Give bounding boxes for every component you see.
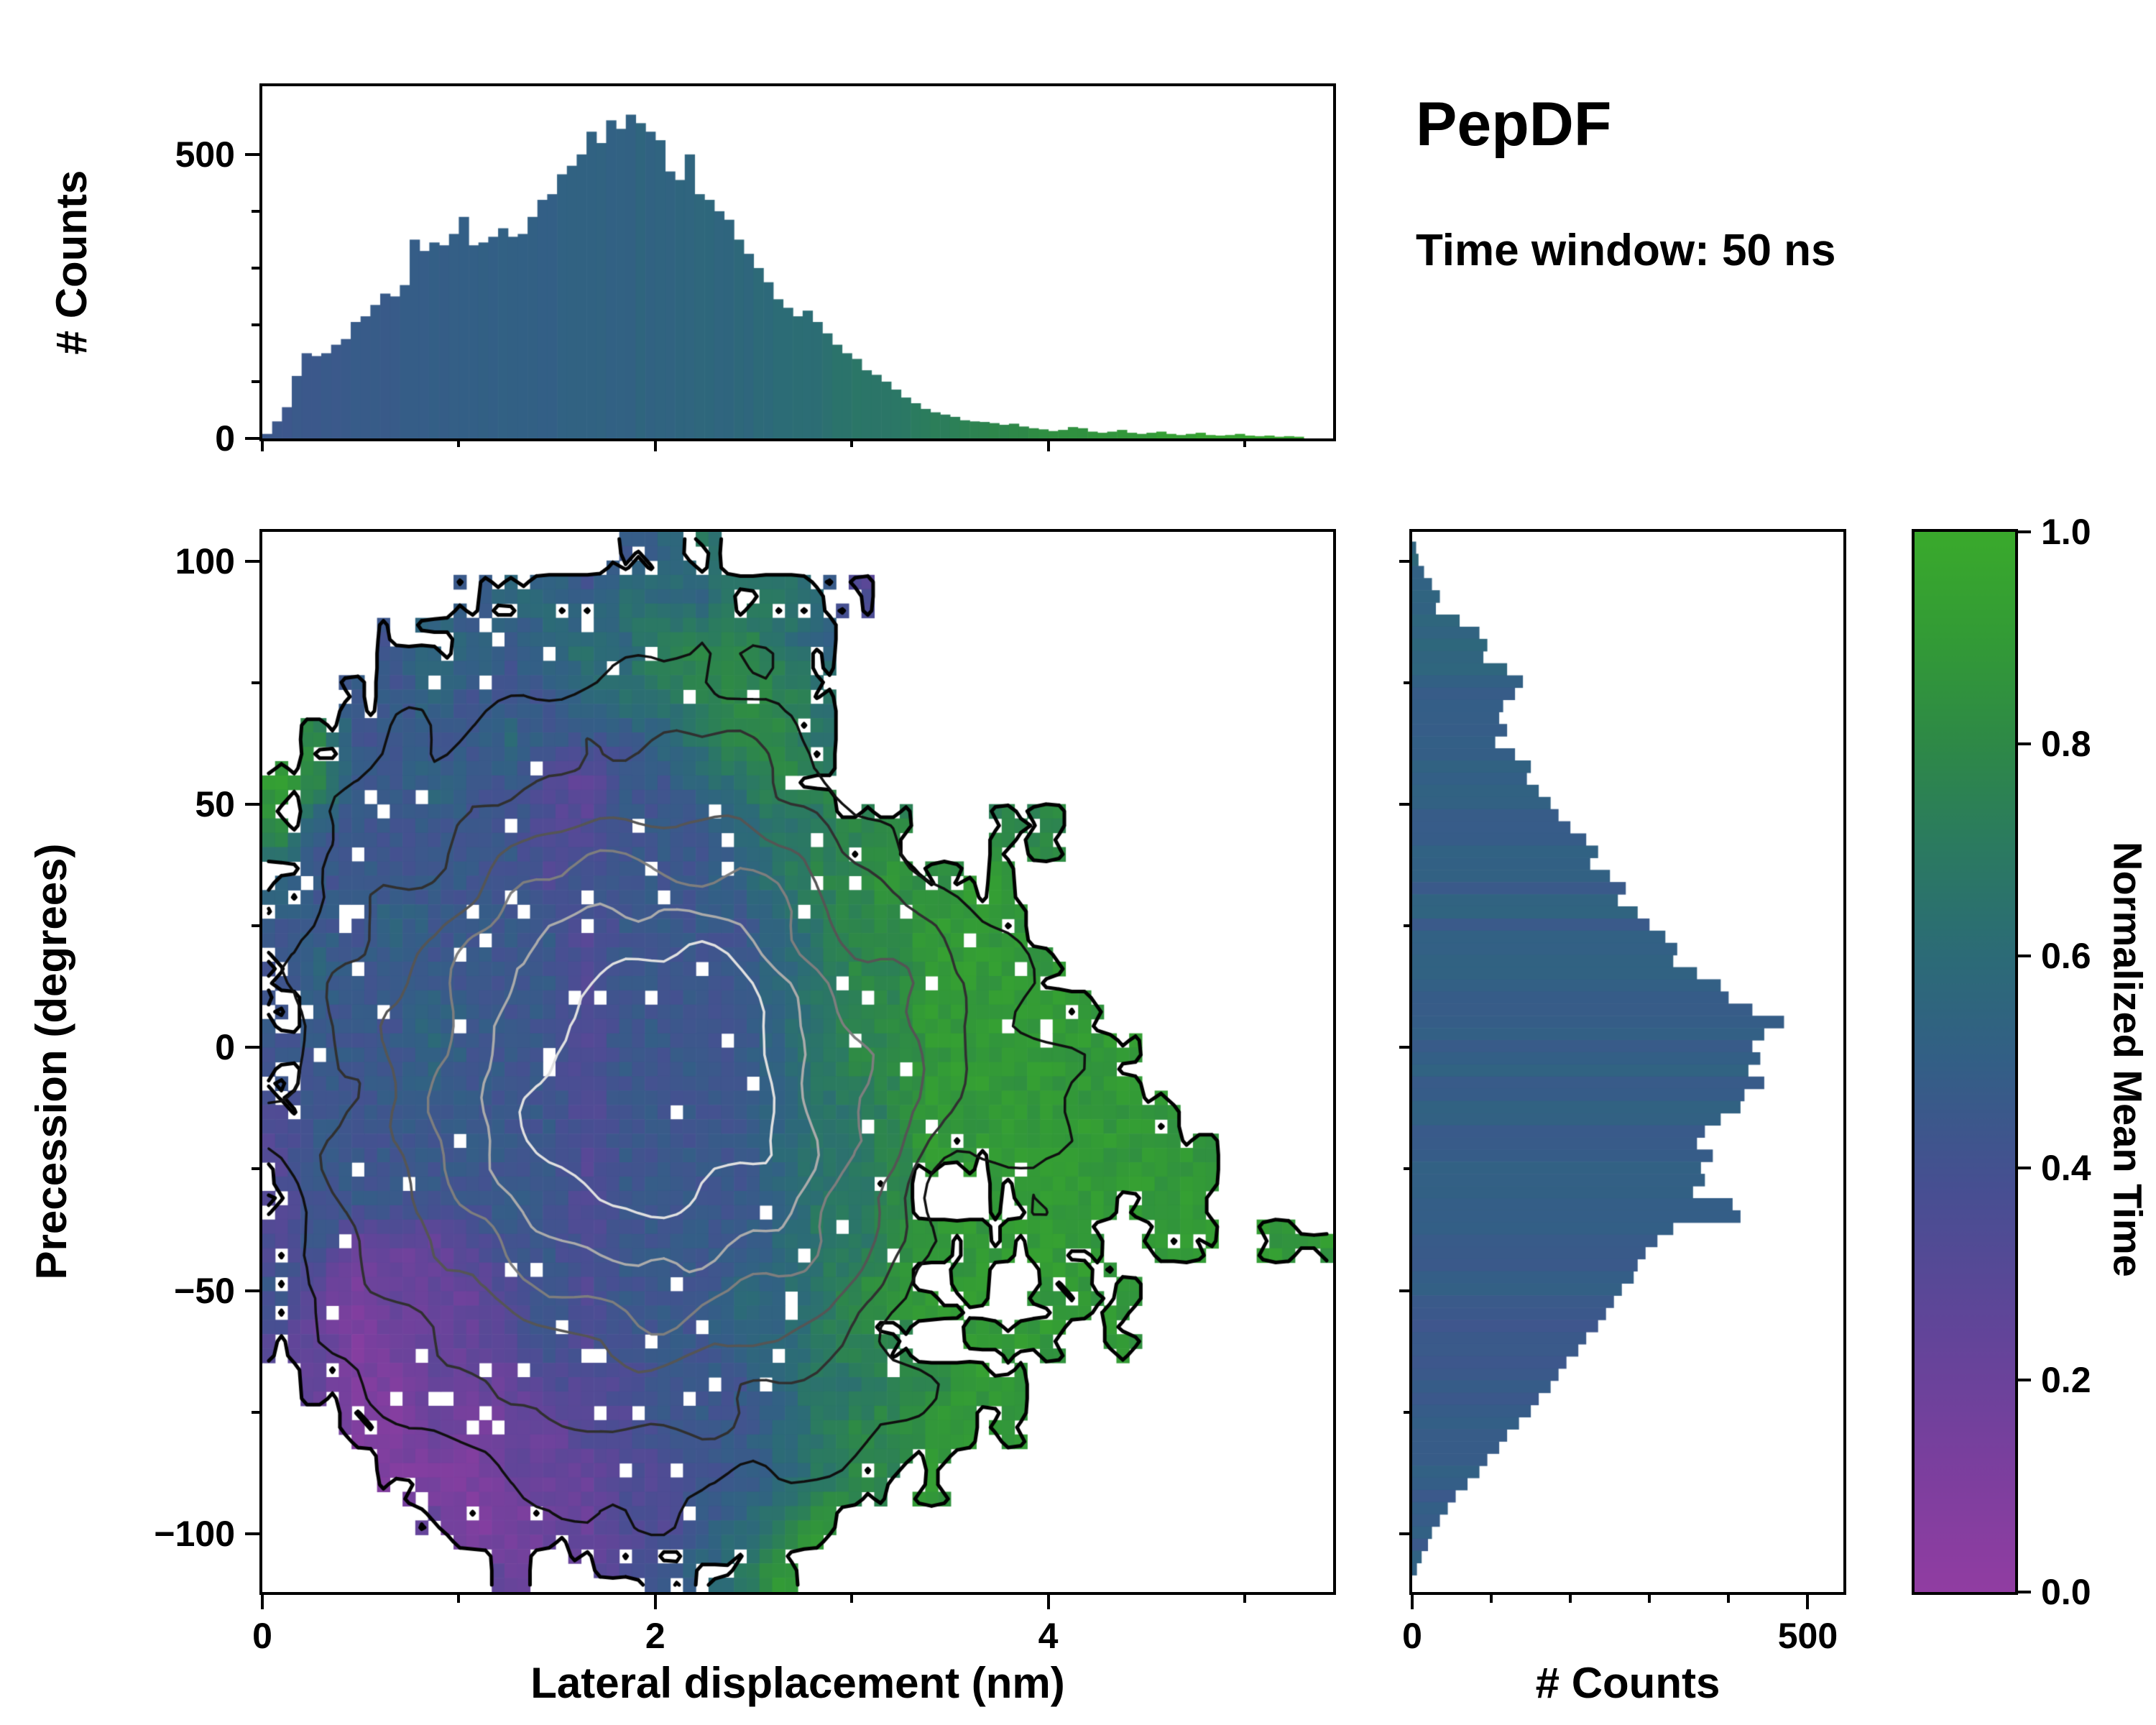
top-x-major-tick	[1046, 441, 1050, 451]
main-y-minor-tick	[252, 1410, 259, 1414]
main-y-minor-tick	[252, 924, 259, 928]
right-y-major-tick	[1399, 802, 1409, 806]
colorbar-tick	[2018, 1379, 2031, 1381]
main-y-tick-label: 50	[195, 783, 235, 824]
main-y-tick-label: −50	[174, 1270, 235, 1311]
right-y-minor-tick	[1404, 1410, 1409, 1414]
colorbar-tick-label: 0.8	[2041, 724, 2091, 764]
colorbar-label: Normalized Mean Time	[2105, 841, 2151, 1277]
colorbar-tick-label: 0.4	[2041, 1148, 2091, 1188]
right-y-major-tick	[1399, 559, 1409, 563]
top-y-minor-tick	[252, 209, 259, 213]
top-y-minor-tick	[252, 266, 259, 270]
top-y-tick-label: 0	[215, 418, 235, 459]
main-y-major-tick	[245, 1532, 259, 1535]
right-y-minor-tick	[1404, 924, 1409, 928]
main-y-major-tick	[245, 802, 259, 806]
main-y-major-tick	[245, 1046, 259, 1049]
right-x-tick-label: 0	[1402, 1616, 1422, 1656]
colorbar-tick	[2018, 530, 2031, 533]
main-x-tick-label: 4	[1038, 1616, 1059, 1656]
top-x-major-tick	[653, 441, 657, 451]
right-x-minor-tick	[1490, 1595, 1493, 1603]
main-y-major-tick	[245, 1289, 259, 1292]
colorbar-tick	[2018, 1591, 2031, 1593]
right-y-major-tick	[1399, 1289, 1409, 1292]
right-x-minor-tick	[1648, 1595, 1651, 1603]
figure-subtitle: Time window: 50 ns	[1416, 226, 1836, 275]
colorbar-tick-label: 0.6	[2041, 936, 2091, 976]
colorbar-tick	[2018, 742, 2031, 745]
right-marginal-histogram-plot	[1409, 529, 1846, 1595]
main-y-tick-label: 0	[215, 1027, 235, 1068]
figure-title: PepDF	[1416, 90, 1612, 159]
top-y-axis-label: # Counts	[47, 170, 96, 355]
right-x-major-tick	[1411, 1595, 1414, 1609]
colorbar-canvas	[1915, 532, 2015, 1592]
main-x-minor-tick	[1243, 1595, 1246, 1603]
main-x-tick-label: 0	[252, 1616, 272, 1656]
top-x-minor-tick	[850, 441, 854, 447]
main-x-major-tick	[1046, 1595, 1050, 1609]
main-x-major-tick	[653, 1595, 657, 1609]
top-y-minor-tick	[252, 380, 259, 383]
main-x-minor-tick	[457, 1595, 461, 1603]
colorbar-tick	[2018, 954, 2031, 957]
top-x-minor-tick	[1243, 441, 1246, 447]
colorbar-tick-label: 0.2	[2041, 1360, 2091, 1400]
heatmap-plot	[259, 529, 1336, 1595]
colorbar	[1912, 529, 2018, 1595]
main-y-major-tick	[245, 559, 259, 563]
right-x-minor-tick	[1727, 1595, 1731, 1603]
main-y-tick-label: −100	[154, 1513, 235, 1554]
right-histogram-canvas	[1412, 532, 1843, 1592]
right-x-minor-tick	[1569, 1595, 1572, 1603]
heatmap-canvas	[262, 532, 1333, 1592]
right-y-major-tick	[1399, 1046, 1409, 1049]
top-x-major-tick	[261, 441, 264, 451]
right-x-axis-label: # Counts	[1535, 1659, 1720, 1707]
colorbar-tick-label: 1.0	[2041, 512, 2091, 552]
top-y-major-tick	[245, 437, 259, 440]
right-x-tick-label: 500	[1777, 1616, 1838, 1656]
main-x-axis-label: Lateral displacement (nm)	[530, 1659, 1065, 1707]
top-marginal-histogram-plot	[259, 83, 1336, 441]
right-y-minor-tick	[1404, 681, 1409, 684]
main-y-tick-label: 100	[175, 540, 235, 581]
right-y-major-tick	[1399, 1532, 1409, 1535]
right-y-minor-tick	[1404, 1167, 1409, 1171]
main-x-tick-label: 2	[645, 1616, 665, 1656]
top-y-minor-tick	[252, 323, 259, 326]
main-y-minor-tick	[252, 681, 259, 684]
main-x-minor-tick	[850, 1595, 854, 1603]
top-y-tick-label: 500	[175, 134, 235, 175]
colorbar-tick-label: 0.0	[2041, 1572, 2091, 1612]
right-x-major-tick	[1806, 1595, 1810, 1609]
top-x-minor-tick	[457, 441, 461, 447]
top-histogram-canvas	[262, 86, 1333, 438]
top-y-major-tick	[245, 152, 259, 156]
colorbar-tick	[2018, 1167, 2031, 1169]
main-x-major-tick	[261, 1595, 264, 1609]
main-y-minor-tick	[252, 1167, 259, 1171]
